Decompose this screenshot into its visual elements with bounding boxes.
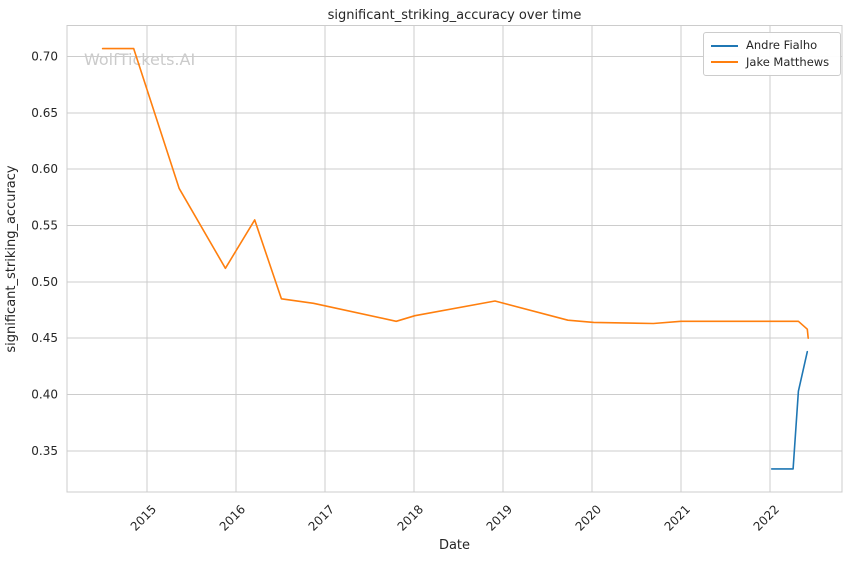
watermark: WolfTickets.AI bbox=[84, 50, 195, 69]
legend-line-swatch-blue bbox=[711, 44, 738, 47]
x-tick-label: 2016 bbox=[217, 502, 248, 533]
series-line-andre-fialho bbox=[770, 350, 809, 470]
x-tick-label: 2017 bbox=[306, 502, 337, 533]
y-tick-label: 0.45 bbox=[31, 331, 58, 345]
x-tick-label: 2015 bbox=[128, 502, 159, 533]
y-axis-label: significant_striking_accuracy bbox=[4, 165, 19, 353]
grid-layer bbox=[66, 24, 843, 493]
legend-label-andre-fialho: Andre Fialho bbox=[746, 38, 818, 52]
legend-line-swatch-orange bbox=[711, 61, 738, 64]
y-tick-label: 0.70 bbox=[31, 49, 58, 63]
legend-label-jake-matthews: Jake Matthews bbox=[746, 54, 830, 69]
x-axis-label: Date bbox=[439, 538, 470, 553]
y-tick-label: 0.35 bbox=[31, 444, 58, 458]
x-tick-label: 2021 bbox=[662, 502, 693, 533]
y-tick-label: 0.40 bbox=[31, 388, 58, 402]
series-layer bbox=[101, 47, 810, 470]
y-tick-label: 0.65 bbox=[31, 106, 58, 120]
y-tick-label: 0.60 bbox=[31, 162, 58, 176]
legend-entry-andre-fialho[interactable]: Andre Fialho bbox=[711, 38, 833, 52]
legend: Andre Fialho Jake Matthews bbox=[703, 32, 841, 76]
x-tick-label: 2018 bbox=[395, 502, 426, 533]
plot-border bbox=[66, 24, 843, 493]
tick-layer: 2015 2016 2017 2018 2019 2020 2021 2022 0.35 0.40… bbox=[31, 49, 782, 533]
chart-title: significant_striking_accuracy over time bbox=[328, 8, 582, 23]
x-tick-label: 2020 bbox=[573, 502, 604, 533]
series-line-jake-matthews bbox=[101, 47, 810, 340]
y-tick-label: 0.50 bbox=[31, 275, 58, 289]
legend-entry-jake-matthews[interactable]: Jake Matthews bbox=[711, 54, 833, 69]
x-tick-label: 2022 bbox=[751, 502, 782, 533]
x-tick-label: 2019 bbox=[484, 502, 515, 533]
y-tick-label: 0.55 bbox=[31, 219, 58, 233]
